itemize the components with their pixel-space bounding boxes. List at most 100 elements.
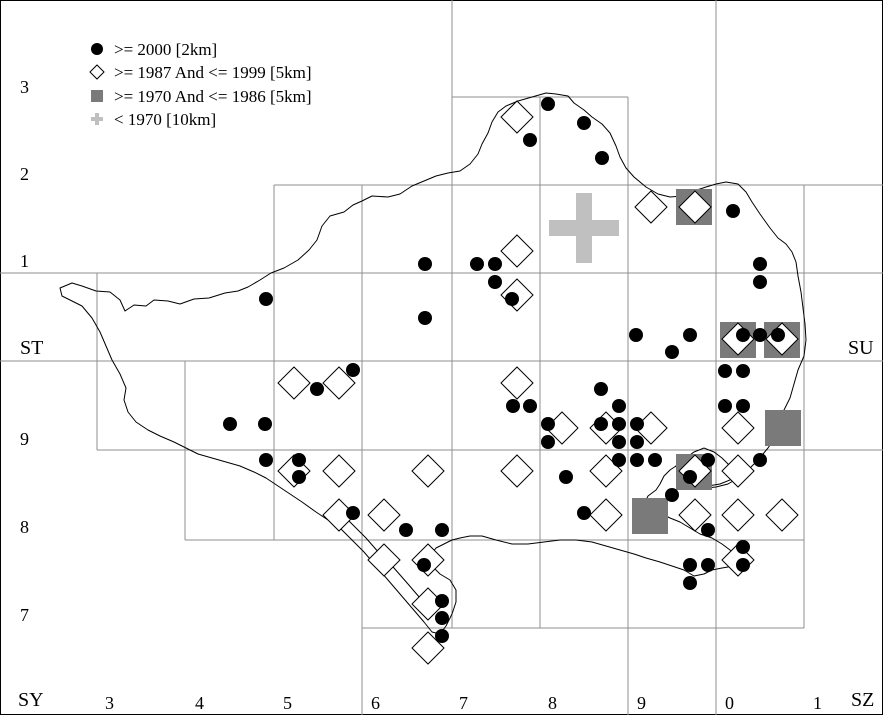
record-dot [736,328,750,342]
record-dot [736,399,750,413]
record-diamond [721,411,755,445]
northing-label: 1 [20,251,29,271]
record-dot [435,611,449,625]
record-dot [417,558,431,572]
grid-label-st: ST [20,337,43,359]
record-dot [541,97,555,111]
record-diamond [411,631,445,665]
legend-label-2000: >= 2000 [2km] [114,40,217,59]
record-dot [505,292,519,306]
record-square [765,410,801,446]
record-dot [683,470,697,484]
record-diamond [721,454,755,488]
legend-plus-icon [91,113,103,125]
easting-label: 1 [813,693,822,713]
record-dot [612,435,626,449]
legend-circle-icon [91,43,103,55]
easting-label: 8 [548,693,557,713]
northing-label: 9 [20,429,29,449]
record-dot [736,558,750,572]
record-plus-pre1970 [549,193,619,263]
record-dot [541,435,555,449]
record-dot [435,594,449,608]
northing-label: 2 [20,164,29,184]
easting-label: 5 [283,693,292,713]
northing-label: 8 [20,517,29,537]
record-dot [683,558,697,572]
legend-square-icon [91,90,103,102]
record-diamond [367,498,401,532]
record-dot [418,257,432,271]
easting-label: 0 [725,693,734,713]
record-diamond [500,454,534,488]
legend-label-1970: >= 1970 And <= 1986 [5km] [114,87,311,106]
record-dot [753,453,767,467]
northing-label: 3 [20,77,29,97]
record-dot [648,453,662,467]
record-dot [630,435,644,449]
legend: >= 2000 [2km] >= 1987 And <= 1999 [5km] … [89,40,311,129]
record-dot [630,417,644,431]
record-dot [418,311,432,325]
records-2000 [223,97,785,643]
record-diamond [500,100,534,134]
record-dot [753,328,767,342]
record-diamond [678,498,712,532]
record-dot [399,523,413,537]
record-diamond [765,498,799,532]
record-dot [488,275,502,289]
record-dot [701,453,715,467]
record-square [632,498,668,534]
record-dot [435,523,449,537]
record-dot [726,204,740,218]
easting-label: 9 [637,693,646,713]
record-dot [595,151,609,165]
record-dot [771,328,785,342]
record-dot [718,364,732,378]
record-diamond [277,366,311,400]
record-dot [736,540,750,554]
record-dot [541,417,555,431]
record-dot [701,523,715,537]
record-dot [523,133,537,147]
record-diamond [500,366,534,400]
record-dot [259,292,273,306]
record-dot [665,488,679,502]
grid-label-sy: SY [18,689,44,711]
record-dot [701,558,715,572]
record-dot [665,345,679,359]
grid-label-su: SU [848,337,874,359]
record-diamond [367,543,401,577]
record-dot [577,116,591,130]
legend-label-pre1970: < 1970 [10km] [114,110,216,129]
record-dot [346,363,360,377]
record-dot [488,257,502,271]
record-dot [259,453,273,467]
record-dot [506,399,520,413]
record-diamond [678,190,712,224]
record-diamond [322,454,356,488]
record-diamond [411,454,445,488]
record-dot [683,576,697,590]
record-dot [258,417,272,431]
record-dot [346,506,360,520]
record-diamond [589,498,623,532]
record-dot [612,453,626,467]
record-dot [470,257,484,271]
record-dot [292,453,306,467]
record-dot [630,453,644,467]
legend-diamond-icon [89,64,105,80]
legend-label-1987: >= 1987 And <= 1999 [5km] [114,63,311,82]
record-dot [594,417,608,431]
record-diamond [500,234,534,268]
record-dot [594,382,608,396]
grid-label-sz: SZ [851,689,874,711]
record-dot [736,364,750,378]
record-diamond [634,190,668,224]
record-dot [577,506,591,520]
record-dot [612,417,626,431]
easting-label: 6 [371,693,380,713]
